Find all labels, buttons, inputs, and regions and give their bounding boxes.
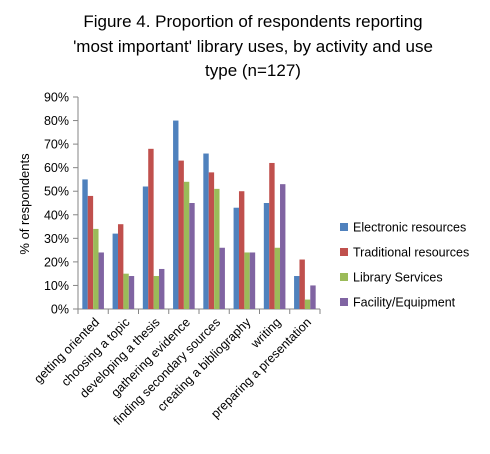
y-tick-label: 90% [44,91,69,105]
legend-label: Traditional resources [353,246,469,260]
y-axis-label: % of respondents [17,153,32,255]
legend-label: Electronic resources [353,221,466,235]
legend-label: Facility/Equipment [353,296,456,310]
bar [117,224,124,309]
bar [249,252,256,309]
bar [87,195,94,309]
bar [219,247,225,309]
bar [98,252,104,309]
chart-title-line-2: 'most important' library uses, by activi… [73,37,433,56]
bar [208,172,215,309]
bar [269,162,275,309]
bar [214,188,220,309]
bar [148,148,154,309]
bar [128,276,135,309]
bar [299,259,305,309]
bar [112,233,118,309]
y-tick-label: 60% [44,161,69,175]
bar [304,299,311,309]
bar [123,273,129,309]
bar [294,276,300,309]
legend-swatch [340,248,348,256]
bar [238,191,245,309]
y-tick-label: 0% [51,303,69,317]
legend-swatch [340,273,348,281]
y-tick-label: 20% [44,255,69,269]
chart-title-line-3: type (n=127) [205,61,301,80]
bar [183,181,190,309]
bar [93,228,99,309]
bar [142,186,149,309]
bar [82,179,88,309]
y-tick-label: 10% [44,279,69,293]
chart-title: Figure 4. Proportion of respondents repo… [73,12,433,80]
bar [189,203,195,309]
plot-area: 0%10%20%30%40%50%60%70%80%90%getting ori… [31,91,321,428]
y-tick-label: 80% [44,114,69,128]
chart-title-line-1: Figure 4. Proportion of respondents repo… [83,12,422,31]
bar [159,268,165,309]
y-tick-label: 70% [44,138,69,152]
legend-swatch [340,298,348,306]
bar [280,184,286,309]
y-tick-label: 50% [44,185,69,199]
y-tick-label: 30% [44,232,69,246]
bar [178,160,184,309]
y-tick-label: 40% [44,208,69,222]
bar [274,247,281,309]
bar [310,285,316,309]
legend-label: Library Services [353,271,443,285]
bar [263,203,270,309]
bar [173,120,179,309]
bar [203,153,209,309]
bar [233,207,239,309]
bar [153,276,160,309]
bar [244,252,250,309]
legend-swatch [340,223,348,231]
legend: Electronic resources Traditional resource… [340,221,469,310]
